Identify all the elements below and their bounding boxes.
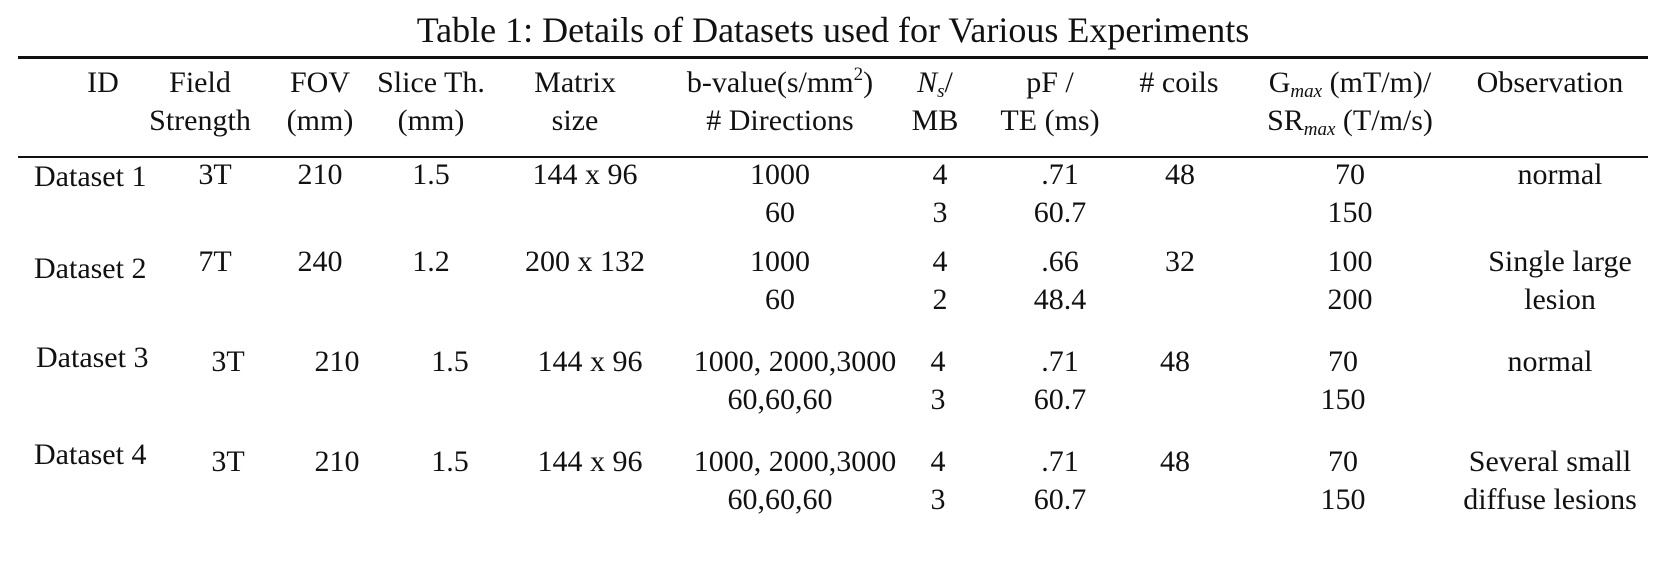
cell-field: 3T (188, 343, 268, 381)
cell-gmax: 70 (1293, 343, 1393, 381)
cell-mb: 3 (898, 481, 978, 519)
cell-bvalue: 1000, 2000,3000 (650, 443, 940, 481)
header-fov-line2: (mm) (280, 102, 360, 140)
header-matrix-line2: size (520, 102, 630, 140)
cell-mb: 3 (898, 381, 978, 419)
cell-slice: 1.5 (366, 156, 496, 194)
header-bvalue-exponent: 2 (854, 64, 864, 85)
cell-directions: 60,60,60 (650, 381, 910, 419)
header-matrix-line1: Matrix (520, 64, 630, 102)
header-srmax-symbol: SR (1267, 104, 1304, 137)
cell-observation: Several small (1450, 443, 1650, 481)
header-mb-line2: MB (880, 102, 990, 140)
cell-pf: .66 (1005, 243, 1115, 281)
cell-field: 7T (175, 243, 255, 281)
cell-slice: 1.5 (385, 343, 515, 381)
cell-fov: 210 (297, 443, 377, 481)
cell-fov: 240 (280, 243, 360, 281)
header-fov-line1: FOV (280, 64, 360, 102)
cell-coils: 32 (1140, 243, 1220, 281)
cell-te: 60.7 (1005, 194, 1115, 232)
cell-ns: 4 (900, 156, 980, 194)
cell-bvalue: 1000, 2000,3000 (650, 343, 940, 381)
cell-pf: .71 (1005, 443, 1115, 481)
header-srmax-line2: SRmax (T/m/s) (1225, 102, 1475, 140)
cell-coils: 48 (1140, 156, 1220, 194)
header-bvalue-line1: b-value(s/mm2) (650, 64, 910, 102)
header-field-line2: Strength (145, 102, 255, 140)
header-id: ID (78, 64, 128, 102)
cell-matrix: 200 x 132 (500, 243, 670, 281)
cell-observation: Single large (1460, 243, 1660, 281)
cell-observation-line2: diffuse lesions (1450, 481, 1650, 519)
header-field-line1: Field (145, 64, 255, 102)
cell-id: Dataset 1 (34, 158, 146, 196)
header-gmax-unit: (mT/m)/ (1322, 66, 1431, 99)
cell-observation: normal (1450, 343, 1650, 381)
cell-matrix: 144 x 96 (500, 156, 670, 194)
cell-fov: 210 (280, 156, 360, 194)
cell-id: Dataset 4 (34, 436, 146, 474)
header-bvalue-close: ) (863, 66, 873, 99)
cell-field: 3T (188, 443, 268, 481)
header-te-line2: TE (ms) (985, 102, 1115, 140)
cell-srmax: 200 (1300, 281, 1400, 319)
header-srmax-unit: (T/m/s) (1335, 104, 1433, 137)
header-observation: Observation (1460, 64, 1640, 102)
header-gmax-line1: Gmax (mT/m)/ (1225, 64, 1475, 102)
cell-gmax: 70 (1300, 156, 1400, 194)
cell-srmax: 150 (1293, 481, 1393, 519)
cell-pf: .71 (1005, 343, 1115, 381)
cell-coils: 48 (1135, 443, 1215, 481)
cell-te: 60.7 (1005, 381, 1115, 419)
header-srmax-subscript: max (1304, 119, 1336, 140)
cell-directions: 60 (650, 194, 910, 232)
cell-ns: 4 (898, 343, 978, 381)
cell-field: 3T (175, 156, 255, 194)
cell-fov: 210 (297, 343, 377, 381)
header-gmax-symbol: G (1269, 66, 1291, 99)
cell-observation: normal (1460, 156, 1660, 194)
cell-mb: 2 (900, 281, 980, 319)
cell-te: 60.7 (1005, 481, 1115, 519)
cell-gmax: 70 (1293, 443, 1393, 481)
cell-bvalue: 1000 (650, 156, 910, 194)
header-slice-line2: (mm) (366, 102, 496, 140)
cell-gmax: 100 (1300, 243, 1400, 281)
header-ns-line1: Ns/ (880, 64, 990, 102)
table-top-rule (18, 56, 1648, 59)
cell-observation-line2: lesion (1460, 281, 1660, 319)
header-ns-slash: / (945, 66, 953, 99)
cell-id: Dataset 3 (36, 339, 148, 377)
header-slice-line1: Slice Th. (366, 64, 496, 102)
header-bvalue-text: b-value(s/mm (687, 66, 854, 99)
header-gmax-subscript: max (1290, 81, 1322, 102)
header-directions-line2: # Directions (650, 102, 910, 140)
cell-directions: 60 (650, 281, 910, 319)
cell-srmax: 150 (1293, 381, 1393, 419)
header-ns-subscript: s (937, 81, 944, 102)
cell-srmax: 150 (1300, 194, 1400, 232)
cell-slice: 1.2 (366, 243, 496, 281)
cell-mb: 3 (900, 194, 980, 232)
cell-ns: 4 (898, 443, 978, 481)
cell-coils: 48 (1135, 343, 1215, 381)
cell-pf: .71 (1005, 156, 1115, 194)
cell-te: 48.4 (1005, 281, 1115, 319)
header-ns-symbol: N (917, 66, 937, 99)
table-caption: Table 1: Details of Datasets used for Va… (0, 6, 1666, 54)
cell-id: Dataset 2 (34, 250, 146, 288)
cell-bvalue: 1000 (650, 243, 910, 281)
header-pf-line1: pF / (985, 64, 1115, 102)
cell-slice: 1.5 (385, 443, 515, 481)
cell-directions: 60,60,60 (650, 481, 910, 519)
cell-ns: 4 (900, 243, 980, 281)
